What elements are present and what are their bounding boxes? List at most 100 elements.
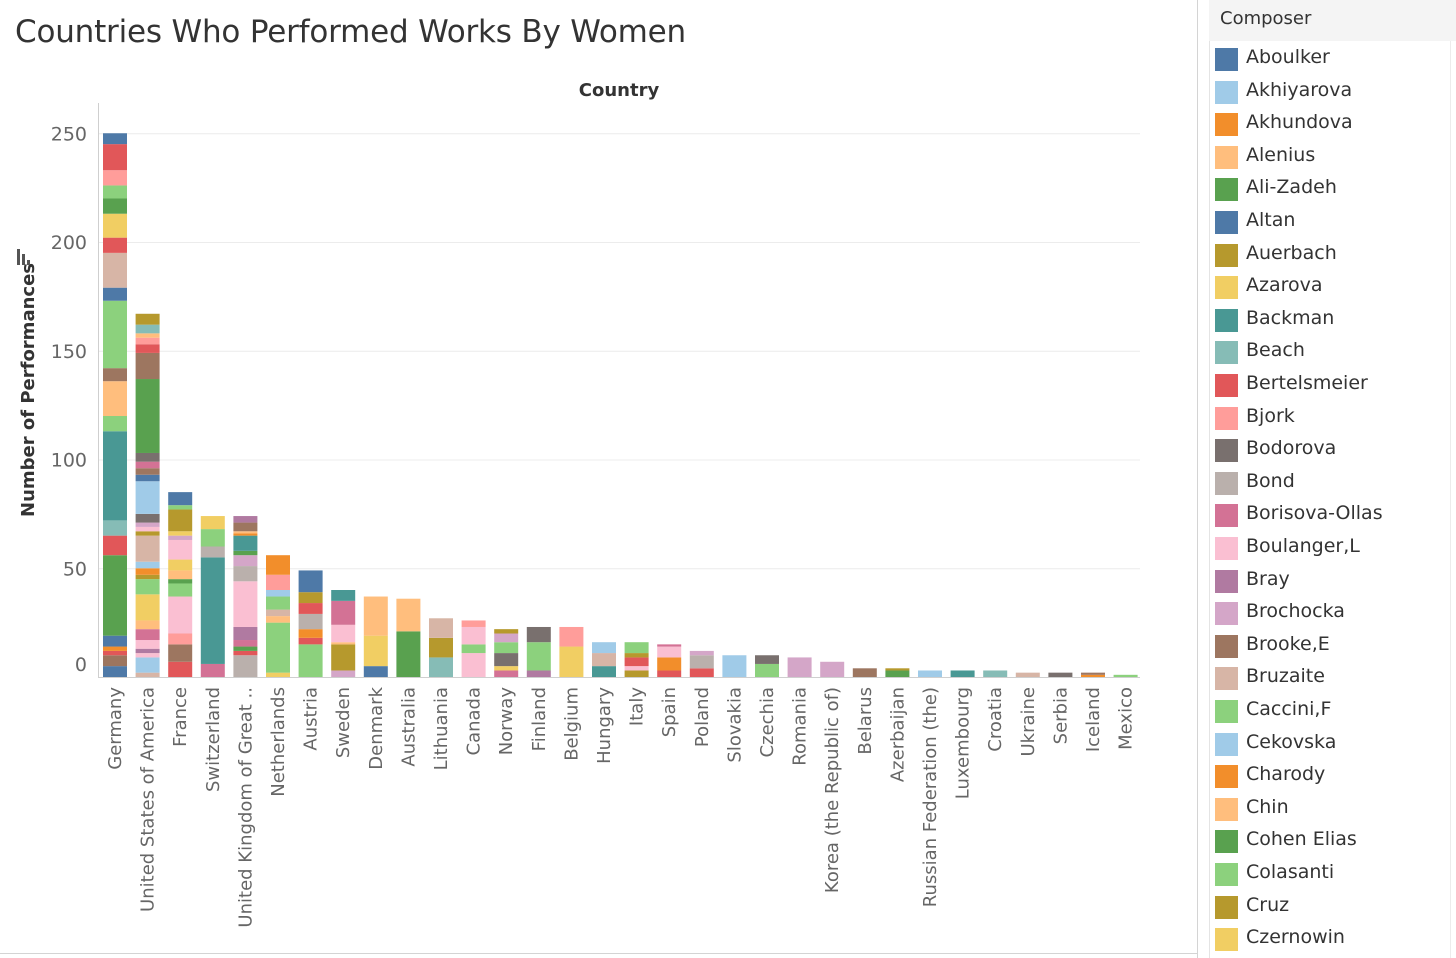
bar-stack[interactable] <box>689 650 714 677</box>
bar-segment[interactable] <box>298 613 323 630</box>
bar-segment[interactable] <box>103 300 127 369</box>
bar-segment[interactable] <box>494 633 519 643</box>
bar-segment[interactable] <box>135 522 160 527</box>
bar-segment[interactable] <box>168 644 193 662</box>
bar-segment[interactable] <box>657 657 682 671</box>
bar-segment[interactable] <box>135 579 160 595</box>
bar-segment[interactable] <box>298 592 323 604</box>
bar-segment[interactable] <box>331 670 356 677</box>
bar-segment[interactable] <box>1113 674 1138 677</box>
bar-segment[interactable] <box>103 198 127 214</box>
bar-segment[interactable] <box>298 629 323 638</box>
bar-segment[interactable] <box>298 644 323 677</box>
bar-segment[interactable] <box>103 381 127 416</box>
sort-icon[interactable] <box>17 249 30 265</box>
bar-segment[interactable] <box>331 590 356 601</box>
bar-segment[interactable] <box>331 644 356 671</box>
bar-segment[interactable] <box>592 666 616 677</box>
bar-stack[interactable] <box>950 670 975 677</box>
bar-segment[interactable] <box>135 526 160 532</box>
bar-segment[interactable] <box>233 581 258 627</box>
bar-segment[interactable] <box>135 531 160 536</box>
bar-segment[interactable] <box>103 237 127 253</box>
bar-segment[interactable] <box>168 539 193 560</box>
legend-item[interactable]: Bruzaite <box>1215 663 1455 693</box>
bar-segment[interactable] <box>559 626 584 647</box>
bar-segment[interactable] <box>266 574 290 590</box>
bar-segment[interactable] <box>233 650 258 656</box>
bar-stack[interactable] <box>885 668 910 677</box>
bar-segment[interactable] <box>168 596 193 634</box>
bar-segment[interactable] <box>1015 672 1040 677</box>
legend-item[interactable]: Bjork <box>1215 403 1455 433</box>
bar-segment[interactable] <box>200 529 225 547</box>
bar-stack[interactable] <box>624 642 649 677</box>
bar-segment[interactable] <box>103 520 127 536</box>
legend-item[interactable]: Charody <box>1215 761 1455 791</box>
bar-segment[interactable] <box>103 144 127 171</box>
bar-segment[interactable] <box>461 644 486 654</box>
bar-stack[interactable] <box>592 642 616 677</box>
bar-stack[interactable] <box>1081 672 1105 677</box>
bar-segment[interactable] <box>592 653 616 667</box>
bar-segment[interactable] <box>852 668 877 677</box>
bar-segment[interactable] <box>103 650 127 656</box>
bar-segment[interactable] <box>233 626 258 641</box>
bar-segment[interactable] <box>689 668 714 677</box>
bar-segment[interactable] <box>363 596 388 636</box>
bar-segment[interactable] <box>755 663 779 677</box>
bar-segment[interactable] <box>722 655 747 677</box>
bar-segment[interactable] <box>233 535 258 551</box>
legend-item[interactable]: Azarova <box>1215 272 1455 302</box>
bar-segment[interactable] <box>266 555 290 575</box>
bar-segment[interactable] <box>298 637 323 645</box>
bar-segment[interactable] <box>983 670 1008 677</box>
bar-segment[interactable] <box>135 657 160 673</box>
legend-item[interactable]: Altan <box>1215 207 1455 237</box>
bar-segment[interactable] <box>657 670 682 677</box>
bar-segment[interactable] <box>233 640 258 647</box>
bar-stack[interactable] <box>1015 672 1040 677</box>
bar-stack[interactable] <box>135 313 160 677</box>
bar-segment[interactable] <box>1081 674 1105 677</box>
legend-scrollbar[interactable] <box>1450 41 1451 958</box>
legend-item[interactable]: Cruz <box>1215 892 1455 922</box>
bar-stack[interactable] <box>266 555 290 677</box>
bar-segment[interactable] <box>135 474 160 482</box>
legend-item[interactable]: Auerbach <box>1215 240 1455 270</box>
bar-segment[interactable] <box>135 574 160 580</box>
bar-segment[interactable] <box>624 670 649 677</box>
bar-segment[interactable] <box>168 570 193 580</box>
bar-segment[interactable] <box>233 655 258 677</box>
bar-segment[interactable] <box>331 624 356 643</box>
bar-segment[interactable] <box>200 557 225 664</box>
bar-segment[interactable] <box>494 629 519 634</box>
bar-stack[interactable] <box>918 670 942 677</box>
bar-segment[interactable] <box>266 596 290 610</box>
legend-item[interactable]: Cohen Elias <box>1215 826 1455 856</box>
bar-stack[interactable] <box>168 492 193 677</box>
legend-item[interactable]: Caccini,F <box>1215 696 1455 726</box>
legend-item[interactable]: Cekovska <box>1215 729 1455 759</box>
bar-segment[interactable] <box>689 650 714 656</box>
bar-segment[interactable] <box>200 663 225 677</box>
bar-segment[interactable] <box>298 603 323 614</box>
bar-segment[interactable] <box>135 568 160 575</box>
bar-stack[interactable] <box>1048 672 1073 677</box>
bar-segment[interactable] <box>526 626 551 643</box>
bar-segment[interactable] <box>657 646 682 658</box>
bar-segment[interactable] <box>168 579 193 584</box>
bar-stack[interactable] <box>103 133 127 677</box>
bar-segment[interactable] <box>233 646 258 651</box>
bar-segment[interactable] <box>266 672 290 677</box>
bar-stack[interactable] <box>755 655 779 677</box>
bar-segment[interactable] <box>624 666 649 671</box>
bar-segment[interactable] <box>135 481 160 514</box>
bar-segment[interactable] <box>168 492 193 506</box>
bar-segment[interactable] <box>1081 672 1105 675</box>
bar-stack[interactable] <box>852 668 877 677</box>
bar-segment[interactable] <box>135 379 160 453</box>
bar-segment[interactable] <box>103 416 127 432</box>
bar-segment[interactable] <box>135 653 160 658</box>
bar-segment[interactable] <box>461 620 486 627</box>
